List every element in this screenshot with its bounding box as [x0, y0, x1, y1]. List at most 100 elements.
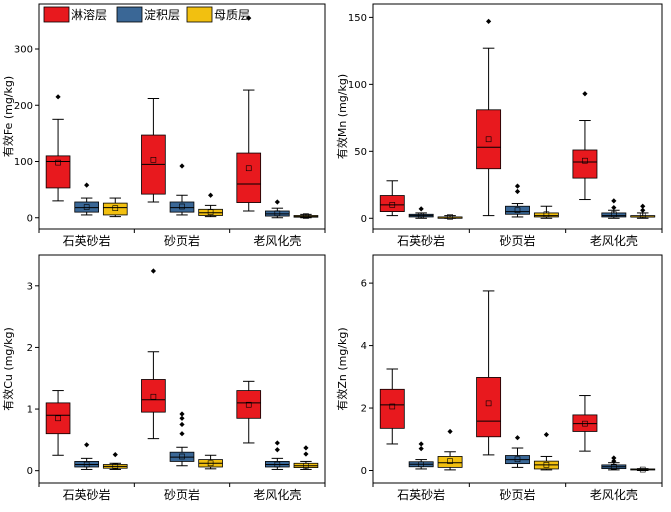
x-category-label: 砂页岩 — [499, 233, 535, 248]
mean-marker — [543, 211, 550, 218]
plot-frame — [38, 3, 326, 230]
mean-marker — [611, 211, 617, 218]
box-母质层-石英砂岩 — [437, 214, 463, 220]
box-母质层-石英砂岩 — [437, 428, 463, 471]
box-淋溶层-石英砂岩 — [379, 368, 405, 445]
outlier-point — [611, 458, 617, 464]
outlier-point — [447, 428, 453, 435]
outlier-point — [274, 199, 280, 205]
outlier-point — [611, 204, 617, 211]
box-淋溶层-砂页岩 — [141, 98, 166, 203]
x-category-label: 石英砂岩 — [63, 233, 111, 248]
x-category-label: 石英砂岩 — [397, 233, 445, 248]
mean-marker — [447, 214, 453, 220]
box-淀积层-老风化壳 — [601, 455, 627, 471]
y-tick-label: 6 — [361, 279, 367, 290]
outlier-point — [611, 455, 617, 461]
iqr-box — [45, 402, 71, 435]
outlier-point — [246, 15, 252, 21]
iqr-box — [169, 201, 195, 213]
legend-swatch — [43, 6, 70, 23]
outlier-point — [179, 163, 185, 169]
iqr-box — [476, 377, 502, 438]
box-母质层-石英砂岩 — [102, 452, 128, 470]
box-母质层-石英砂岩 — [102, 197, 128, 218]
iqr-box — [601, 212, 627, 218]
outlier-point — [582, 91, 588, 97]
iqr-box — [45, 155, 71, 189]
legend-swatch — [186, 6, 213, 23]
y-tick-label: 3 — [27, 281, 33, 292]
panel-1: 0 100 200 300 石英砂岩 砂页岩 老风化壳 有效Fe (mg/kg) — [1, 3, 326, 248]
iqr-box — [572, 149, 598, 179]
box-母质层-老风化壳 — [630, 466, 656, 473]
mean-marker — [245, 165, 252, 172]
outlier-point — [611, 198, 617, 204]
plot-frame — [38, 254, 326, 484]
y-axis-title: 有效Zn (mg/kg) — [335, 327, 349, 410]
outlier-point — [179, 431, 185, 437]
mean-marker — [582, 420, 588, 427]
y-tick-label: 150 — [348, 13, 367, 24]
box-淀积层-砂页岩 — [505, 183, 530, 218]
outlier-point — [514, 188, 521, 195]
box-淋溶层-老风化壳 — [236, 380, 262, 444]
box-淀积层-老风化壳 — [265, 199, 290, 219]
mean-marker — [485, 400, 492, 407]
legend-label: 淀积层 — [144, 8, 180, 22]
y-tick-label: 100 — [348, 80, 367, 91]
box-淀积层-石英砂岩 — [408, 441, 434, 470]
iqr-box — [102, 202, 128, 216]
outlier-point — [303, 445, 309, 451]
box-淀积层-砂页岩 — [505, 435, 530, 468]
y-tick-label: 50 — [354, 147, 367, 158]
outlier-point — [418, 441, 424, 447]
mean-marker — [543, 462, 550, 468]
iqr-box — [533, 212, 559, 218]
y-tick-label: 2 — [361, 404, 367, 415]
y-tick-label: 2 — [27, 343, 33, 354]
mean-marker — [582, 157, 588, 164]
mean-marker — [150, 393, 157, 400]
mean-marker — [179, 203, 185, 210]
box-淀积层-老风化壳 — [601, 198, 627, 219]
outlier-point — [303, 451, 309, 457]
mean-marker — [55, 415, 61, 422]
x-category-label: 老风化壳 — [590, 234, 638, 248]
y-axis-title: 有效Mn (mg/kg) — [335, 74, 349, 159]
iqr-box — [141, 379, 166, 413]
box-淋溶层-石英砂岩 — [45, 390, 71, 456]
box-母质层-老风化壳 — [293, 213, 319, 219]
outlier-point — [150, 268, 156, 274]
mean-marker — [83, 204, 90, 210]
box-母质层-砂页岩 — [198, 454, 223, 470]
box-淀积层-砂页岩 — [169, 163, 195, 216]
legend: 淋溶层 淀积层 母质层 — [43, 6, 250, 23]
mean-marker — [274, 461, 281, 468]
y-tick-label: 1 — [27, 405, 33, 416]
x-category-label: 砂页岩 — [499, 487, 535, 502]
mean-marker — [207, 460, 214, 467]
plot-frame — [372, 3, 663, 230]
y-tick-label: 300 — [14, 45, 33, 56]
outlier-point — [514, 183, 521, 189]
outlier-point — [179, 411, 185, 417]
box-淋溶层-石英砂岩 — [379, 180, 405, 217]
outlier-point — [84, 442, 90, 448]
box-淀积层-石英砂岩 — [74, 182, 99, 216]
outlier-point — [543, 431, 549, 438]
iqr-box — [236, 152, 262, 203]
legend-label: 淋溶层 — [71, 7, 107, 22]
box-淋溶层-老风化壳 — [236, 15, 262, 212]
y-tick-label: 200 — [14, 101, 33, 112]
legend-label: 母质层 — [214, 8, 250, 22]
mean-marker — [179, 453, 185, 460]
outlier-point — [208, 192, 214, 198]
mean-marker — [389, 403, 396, 410]
mean-marker — [514, 456, 521, 463]
outlier-point — [84, 182, 90, 188]
iqr-box — [379, 195, 405, 212]
iqr-box — [74, 201, 99, 213]
y-tick-label: 0 — [361, 466, 367, 477]
